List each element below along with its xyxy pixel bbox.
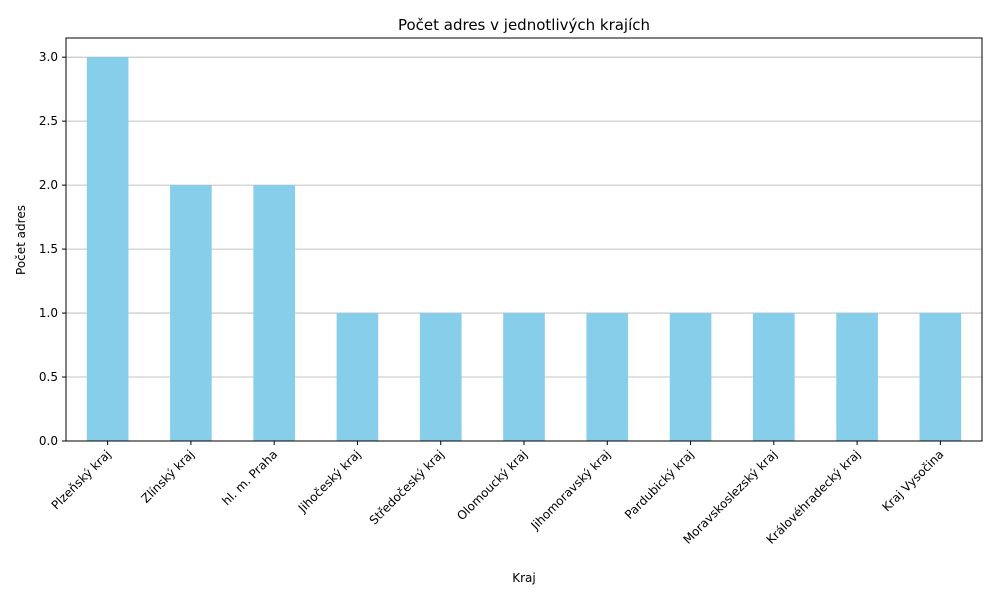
y-tick-label: 0.5 [39, 370, 58, 384]
bar [419, 313, 462, 441]
bar [836, 313, 878, 441]
bar [253, 185, 295, 441]
y-tick-label: 2.0 [39, 178, 58, 192]
y-tick-label: 3.0 [39, 50, 58, 64]
bar [86, 57, 129, 441]
chart-title: Počet adres v jednotlivých krajích [398, 16, 650, 34]
bar [503, 313, 545, 441]
y-tick-label: 1.0 [39, 306, 58, 320]
x-axis-label: Kraj [512, 571, 536, 585]
y-axis-ticks: 0.0 0.5 1.0 1.5 2.0 2.5 3.0 [39, 50, 66, 448]
bar [586, 313, 629, 441]
y-tick-label: 2.5 [39, 114, 58, 128]
bar [170, 185, 212, 441]
bars [86, 57, 962, 441]
y-tick-label: 1.5 [39, 242, 58, 256]
y-axis-label: Počet adres [14, 205, 28, 275]
bar [753, 313, 795, 441]
bar [336, 313, 379, 441]
bar [919, 313, 962, 441]
y-tick-label: 0.0 [39, 434, 58, 448]
bar [669, 313, 712, 441]
